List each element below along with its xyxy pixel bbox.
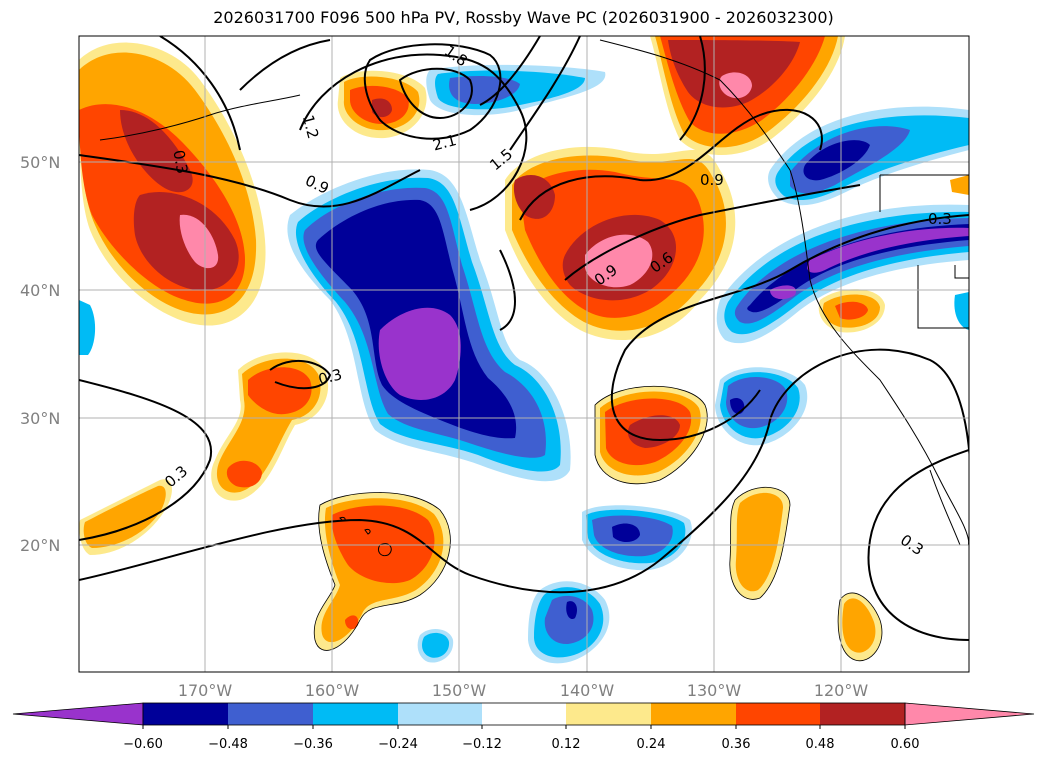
thin-outlines [313,385,883,662]
colorbar-segment [566,703,651,725]
colorbar-tick-label: −0.48 [208,737,248,752]
map-title: 2026031700 F096 500 hPa PV, Rossby Wave … [213,8,834,27]
contour-label-0p3-a: 0.3 [316,365,344,389]
lon-label-160w: 160°W [305,681,360,700]
negative-anomaly-coast [768,106,969,206]
colorbar-extend-max [904,702,1035,726]
colorbar-tick-label: −0.36 [293,737,333,752]
positive-anomaly-140w [595,386,708,484]
map-frame [78,35,970,673]
lon-label-130w: 130°W [687,681,742,700]
colorbar-segment [398,703,482,725]
colorbar-tick-label: 0.48 [806,737,835,752]
gridlines [79,36,969,672]
lat-label-50n: 50°N [20,153,60,172]
colorbar-tick-label: 0.36 [722,737,751,752]
lon-label-120w: 120°W [814,681,869,700]
colorbar-segment [651,703,736,725]
colorbar-tick-label: 0.12 [552,737,581,752]
positive-anomaly-hawaii [314,492,451,651]
colorbar-segment [482,703,566,725]
positive-anomaly-northeast [650,36,845,155]
lon-label-150w: 150°W [432,681,487,700]
lon-label-170w: 170°W [178,681,233,700]
contour-label-2p1: 2.1 [431,131,459,155]
contour-label-1p2: 1.2 [299,113,323,141]
colorbar-tick-label: −0.60 [123,737,163,752]
positive-anomaly-west-chain [79,352,329,555]
positive-anomaly-east [505,146,736,340]
colorbar-segment [143,703,228,725]
positive-anomaly-small-north [337,70,427,139]
negative-anomaly-north [426,64,606,116]
negative-anomaly-south [79,292,969,664]
lat-label-20n: 20°N [20,536,60,555]
lat-label-30n: 30°N [20,409,60,428]
coastlines [99,39,969,557]
contour-label-0p3-nw: 0.3 [169,149,191,176]
lat-label-40n: 40°N [20,281,60,300]
colorbar-segment [228,703,313,725]
colorbar-tick-label: 0.24 [637,737,666,752]
colorbar-segment [313,703,398,725]
colorbar-tick-label: 0.60 [891,737,920,752]
colorbar-tick-label: −0.12 [462,737,502,752]
colorbar: −0.60 −0.48 −0.36 −0.24 −0.12 0.12 0.24 … [12,702,1035,752]
longitude-labels: 170°W 160°W 150°W 140°W 130°W 120°W [178,681,869,700]
colorbar-extend-min [12,702,144,726]
negative-anomaly-central [287,169,571,482]
contour-label-0p9-b: 0.9 [700,171,724,189]
lon-label-140w: 140°W [560,681,615,700]
colorbar-segment [820,703,905,725]
latitude-labels: 50°N 40°N 30°N 20°N [20,153,60,555]
negative-anomaly-band [716,204,969,344]
colorbar-tick-label: −0.24 [378,737,418,752]
positive-anomaly-northwest [79,42,266,326]
positive-anomaly-southeast [729,175,969,661]
colorbar-segment [736,703,820,725]
contour-label-0p3-d: 0.3 [928,210,952,228]
pv-contours [79,36,969,641]
